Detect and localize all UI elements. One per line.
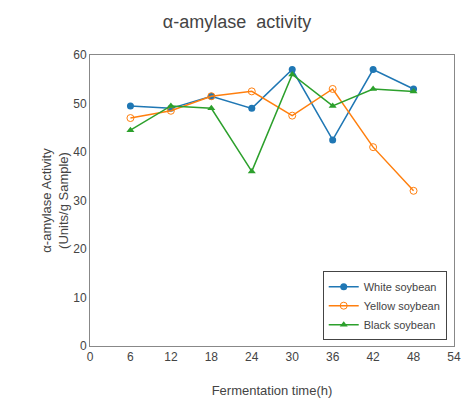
svg-text:20: 20: [73, 242, 87, 256]
svg-text:Fermentation time(h): Fermentation time(h): [212, 383, 333, 398]
svg-text:α-amylase Activity(Units/g Sam: α-amylase Activity(Units/g Sample): [39, 148, 71, 253]
svg-text:36: 36: [326, 350, 340, 364]
svg-text:White soybean: White soybean: [364, 281, 437, 293]
svg-text:α-amylase activity: α-amylase activity: [163, 12, 311, 32]
svg-text:48: 48: [407, 350, 421, 364]
svg-text:50: 50: [73, 97, 87, 111]
svg-text:Yellow soybean: Yellow soybean: [364, 300, 440, 312]
svg-text:40: 40: [73, 145, 87, 159]
svg-text:24: 24: [245, 350, 259, 364]
svg-text:Black soybean: Black soybean: [364, 319, 436, 331]
svg-text:42: 42: [366, 350, 380, 364]
svg-text:0: 0: [87, 350, 94, 364]
svg-text:54: 54: [447, 350, 461, 364]
svg-text:6: 6: [127, 350, 134, 364]
svg-text:10: 10: [73, 291, 87, 305]
svg-text:30: 30: [73, 194, 87, 208]
svg-text:60: 60: [73, 48, 87, 62]
svg-text:12: 12: [164, 350, 178, 364]
svg-text:30: 30: [286, 350, 300, 364]
svg-text:0: 0: [80, 339, 87, 353]
svg-text:18: 18: [205, 350, 219, 364]
